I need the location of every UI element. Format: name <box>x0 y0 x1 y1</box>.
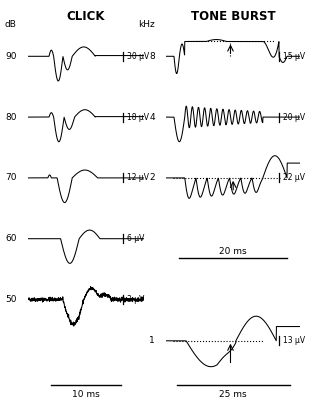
Text: 15 μV: 15 μV <box>283 52 305 61</box>
Text: 12 μV: 12 μV <box>126 174 149 182</box>
Text: TONE BURST: TONE BURST <box>191 10 275 23</box>
Text: 6 μV: 6 μV <box>126 234 144 243</box>
Text: 13 μV: 13 μV <box>283 336 305 345</box>
Text: 1: 1 <box>149 336 155 345</box>
Text: 18 μV: 18 μV <box>126 113 149 122</box>
Text: 22 μV: 22 μV <box>283 174 305 182</box>
Text: 4: 4 <box>150 113 155 122</box>
Text: 2: 2 <box>150 174 155 182</box>
Text: 20 ms: 20 ms <box>219 247 247 256</box>
Text: 3 μV: 3 μV <box>126 295 144 304</box>
Text: 10 ms: 10 ms <box>72 390 100 398</box>
Text: 80: 80 <box>5 113 17 122</box>
Text: 20 μV: 20 μV <box>283 113 305 122</box>
Text: kHz: kHz <box>138 20 155 29</box>
Text: dB: dB <box>5 20 17 29</box>
Text: 90: 90 <box>5 52 17 61</box>
Text: CLICK: CLICK <box>67 10 105 23</box>
Text: 60: 60 <box>5 234 17 243</box>
Text: 50: 50 <box>5 295 17 304</box>
Text: 8: 8 <box>149 52 155 61</box>
Text: 70: 70 <box>5 174 17 182</box>
Text: 25 ms: 25 ms <box>219 390 247 398</box>
Text: 30 μV: 30 μV <box>126 52 149 61</box>
